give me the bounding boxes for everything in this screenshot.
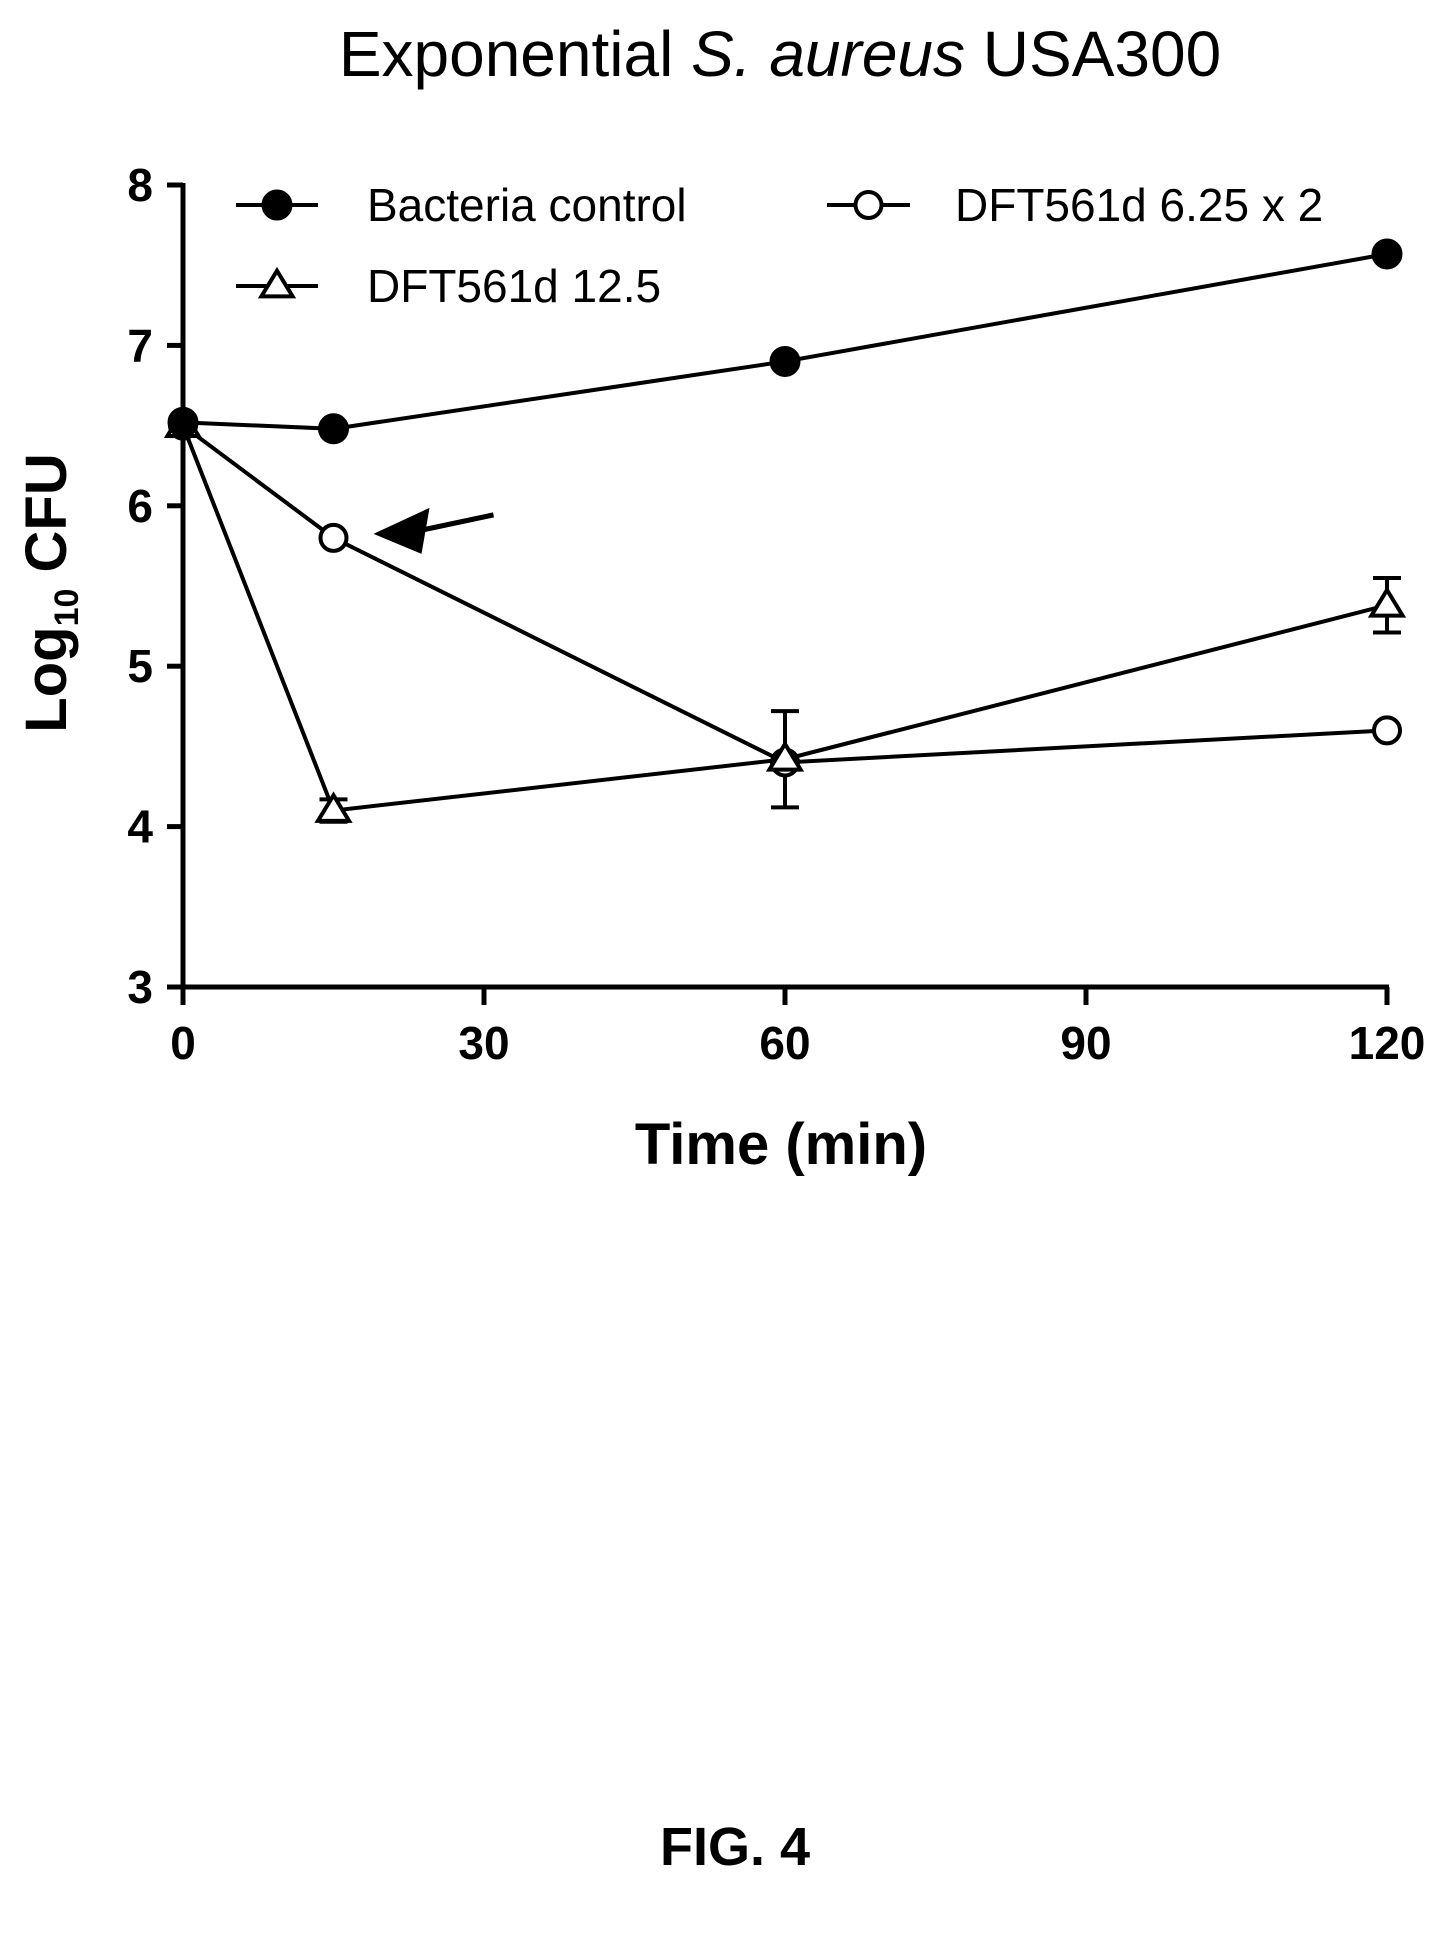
- y-tick-label: 7: [127, 319, 153, 371]
- series-markers: [163, 238, 1407, 823]
- x-tick-label: 30: [458, 1017, 509, 1069]
- data-point-series-1: [318, 413, 349, 445]
- x-tick-label: 0: [170, 1017, 196, 1069]
- series-line-1: [182, 252, 1388, 431]
- y-tick-label: 8: [127, 159, 153, 211]
- legend-marker-1: [261, 189, 293, 221]
- x-axis-label: Time (min): [635, 1112, 927, 1177]
- series-line-2: [181, 423, 1388, 765]
- chart-title-prefix: Exponential: [339, 18, 691, 90]
- annotation-arrow: [373, 507, 495, 554]
- series-line-3: [181, 424, 1388, 813]
- data-point-series-2: [1372, 715, 1402, 746]
- y-axis-label-rest: CFU: [14, 453, 79, 588]
- y-tick-label: 6: [127, 480, 153, 532]
- error-bars: [319, 575, 1401, 824]
- legend: Bacteria control DFT561d 6.25 x 2 DFT561d …: [236, 179, 1323, 312]
- legend-marker-3: [257, 266, 297, 299]
- data-point-series-3: [765, 740, 805, 772]
- chart-title-italic: S. aureus: [691, 18, 965, 90]
- legend-label-3: DFT561d 12.5: [367, 260, 661, 312]
- y-tick-label: 4: [127, 801, 153, 853]
- y-tick-label: 3: [127, 961, 153, 1013]
- y-axis-label: Log10 CFU: [14, 453, 86, 732]
- data-point-series-1: [167, 406, 199, 438]
- data-point-series-1: [1371, 238, 1403, 270]
- y-axis-label-subscript: 10: [48, 589, 86, 627]
- x-ticks: 0 30 60 90 120: [170, 987, 1425, 1069]
- legend-label-1: Bacteria control: [367, 179, 687, 231]
- series-lines: [181, 252, 1388, 813]
- annotation-arrow-shaft: [412, 512, 495, 535]
- y-tick-label: 5: [127, 640, 153, 692]
- data-point-series-3: [1367, 586, 1407, 618]
- chart-title: Exponential S. aureus USA300: [339, 18, 1221, 90]
- x-tick-label: 60: [759, 1017, 810, 1069]
- legend-marker-2: [853, 190, 884, 220]
- x-tick-label: 120: [1349, 1017, 1426, 1069]
- chart-title-suffix: USA300: [965, 18, 1221, 90]
- data-point-series-1: [769, 345, 801, 377]
- figure-caption: FIG. 4: [660, 1817, 810, 1877]
- y-axis-label-base: Log: [14, 626, 79, 732]
- legend-label-2: DFT561d 6.25 x 2: [955, 179, 1323, 231]
- x-tick-label: 90: [1060, 1017, 1111, 1069]
- data-point-series-3: [314, 791, 353, 823]
- axes: [180, 183, 1389, 990]
- annotation-arrow-head: [373, 507, 430, 554]
- data-point-series-2: [318, 522, 349, 553]
- y-ticks: 3 4 5 6 7 8: [127, 159, 183, 1013]
